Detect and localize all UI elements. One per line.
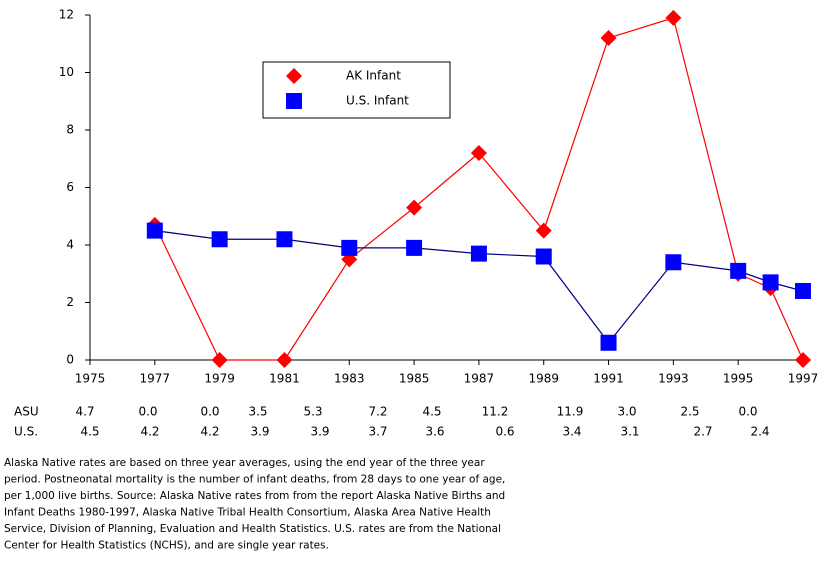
y-tick-label: 8 xyxy=(66,123,74,137)
table-cell: 2.4 xyxy=(750,425,769,439)
y-tick-label: 10 xyxy=(59,65,74,79)
table-cell: 3.0 xyxy=(617,405,636,419)
data-point xyxy=(406,199,423,216)
table-cell: 11.2 xyxy=(482,405,509,419)
y-tick-label: 2 xyxy=(66,295,74,309)
x-tick-label: 1989 xyxy=(528,372,559,386)
y-tick-label: 6 xyxy=(66,180,74,194)
table-cell: 4.2 xyxy=(140,425,159,439)
table-cell: 0.6 xyxy=(495,425,514,439)
table-row-label: ASU xyxy=(14,405,39,419)
x-tick-label: 1983 xyxy=(334,372,365,386)
data-point xyxy=(470,145,487,161)
table-cell: 3.9 xyxy=(310,425,329,439)
data-point xyxy=(665,254,682,271)
table-cell: 4.5 xyxy=(80,425,99,439)
data-point xyxy=(600,30,617,46)
data-point xyxy=(276,352,293,368)
table-cell: 4.7 xyxy=(75,405,94,419)
note-line: per 1,000 live births. Source: Alaska Na… xyxy=(4,490,505,502)
x-tick-label: 1985 xyxy=(399,372,430,386)
series-line xyxy=(154,17,804,361)
table-cell: 2.7 xyxy=(693,425,712,439)
x-tick-label: 1981 xyxy=(269,372,300,386)
legend-label: AK Infant xyxy=(346,69,401,83)
data-point xyxy=(341,239,358,256)
data-point xyxy=(211,231,228,248)
data-point xyxy=(795,352,811,368)
data-point xyxy=(146,222,163,239)
note-line: Service, Division of Planning, Evaluatio… xyxy=(4,523,501,535)
legend-marker xyxy=(286,93,302,109)
table-cell: 3.5 xyxy=(248,405,267,419)
legend-marker xyxy=(286,68,302,84)
table-cell: 3.6 xyxy=(425,425,444,439)
table-cell: 5.3 xyxy=(303,405,322,419)
note-line: Infant Deaths 1980-1997, Alaska Native T… xyxy=(4,507,491,519)
data-point xyxy=(795,283,811,299)
note-line: period. Postneonatal mortality is the nu… xyxy=(4,474,505,486)
y-tick-label: 0 xyxy=(66,353,74,367)
x-tick-label: 1979 xyxy=(204,372,235,386)
x-tick-label: 1975 xyxy=(75,372,106,386)
data-point xyxy=(406,239,423,256)
data-point xyxy=(600,334,617,351)
table-cell: 3.1 xyxy=(620,425,639,439)
table-cell: 4.2 xyxy=(200,425,219,439)
x-tick-label: 1993 xyxy=(658,372,689,386)
table-row-label: U.S. xyxy=(14,425,38,439)
data-point xyxy=(665,9,682,26)
table-cell: 4.5 xyxy=(422,405,441,419)
data-point xyxy=(470,245,487,262)
table-cell: 0.0 xyxy=(738,405,757,419)
table-cell: 0.0 xyxy=(138,405,157,419)
y-tick-label: 12 xyxy=(59,8,74,22)
note-line: Alaska Native rates are based on three y… xyxy=(4,457,485,469)
table-cell: 0.0 xyxy=(200,405,219,419)
table-cell: 3.7 xyxy=(368,425,387,439)
y-tick-label: 4 xyxy=(66,238,74,252)
table-cell: 2.5 xyxy=(680,405,699,419)
data-point xyxy=(730,262,747,279)
data-point xyxy=(535,222,552,239)
data-point xyxy=(276,231,293,248)
table-cell: 3.9 xyxy=(250,425,269,439)
data-point xyxy=(211,352,228,368)
data-point xyxy=(535,248,552,265)
x-tick-label: 1977 xyxy=(140,372,171,386)
table-cell: 7.2 xyxy=(368,405,387,419)
data-point xyxy=(762,274,779,291)
x-tick-label: 1987 xyxy=(464,372,495,386)
x-tick-label: 1997 xyxy=(788,372,819,386)
x-tick-label: 1995 xyxy=(723,372,754,386)
legend-label: U.S. Infant xyxy=(346,94,409,108)
table-cell: 3.4 xyxy=(562,425,581,439)
x-tick-label: 1991 xyxy=(593,372,624,386)
table-cell: 11.9 xyxy=(557,405,584,419)
note-line: Center for Health Statistics (NCHS), and… xyxy=(4,540,329,552)
